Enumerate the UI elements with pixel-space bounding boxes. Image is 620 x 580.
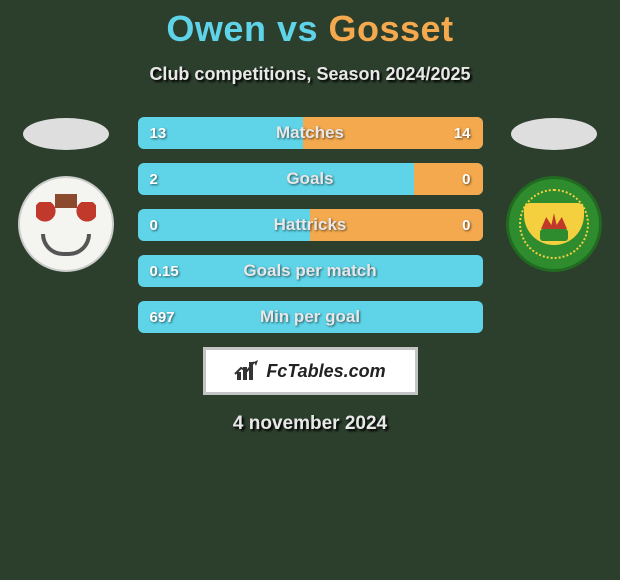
stat-value-left: 0.15 [138, 263, 198, 280]
stat-bar-row: 0.15Goals per match [138, 255, 483, 287]
attribution-text: FcTables.com [266, 361, 385, 382]
date-text: 4 november 2024 [0, 413, 620, 435]
stat-label: Goals per match [198, 261, 423, 281]
player1-photo-placeholder [23, 118, 109, 150]
stat-value-right: 0 [423, 171, 483, 188]
player1-column [18, 118, 114, 272]
stat-value-left: 697 [138, 309, 198, 326]
chart-icon [234, 360, 260, 382]
stat-label: Hattricks [198, 215, 423, 235]
stat-bar-row: 2Goals0 [138, 163, 483, 195]
stat-label: Goals [198, 169, 423, 189]
player1-club-crest [18, 176, 114, 272]
stat-label: Matches [198, 123, 423, 143]
player2-club-crest [506, 176, 602, 272]
stat-value-right: 14 [423, 125, 483, 142]
stat-value-left: 2 [138, 171, 198, 188]
stat-value-left: 0 [138, 217, 198, 234]
stat-value-right: 0 [423, 217, 483, 234]
stat-bar-row: 13Matches14 [138, 117, 483, 149]
stat-label: Min per goal [198, 307, 423, 327]
stat-value-left: 13 [138, 125, 198, 142]
stat-bar-row: 0Hattricks0 [138, 209, 483, 241]
vs-text: vs [277, 8, 318, 49]
subtitle: Club competitions, Season 2024/2025 [0, 64, 620, 85]
player1-name: Owen [166, 8, 266, 49]
comparison-title: Owen vs Gosset [0, 0, 620, 50]
stat-bar-row: 697Min per goal [138, 301, 483, 333]
stats-bars: 13Matches142Goals00Hattricks00.15Goals p… [138, 117, 483, 333]
player2-name: Gosset [329, 8, 454, 49]
player2-column [506, 118, 602, 272]
attribution-box: FcTables.com [203, 347, 418, 395]
player2-photo-placeholder [511, 118, 597, 150]
